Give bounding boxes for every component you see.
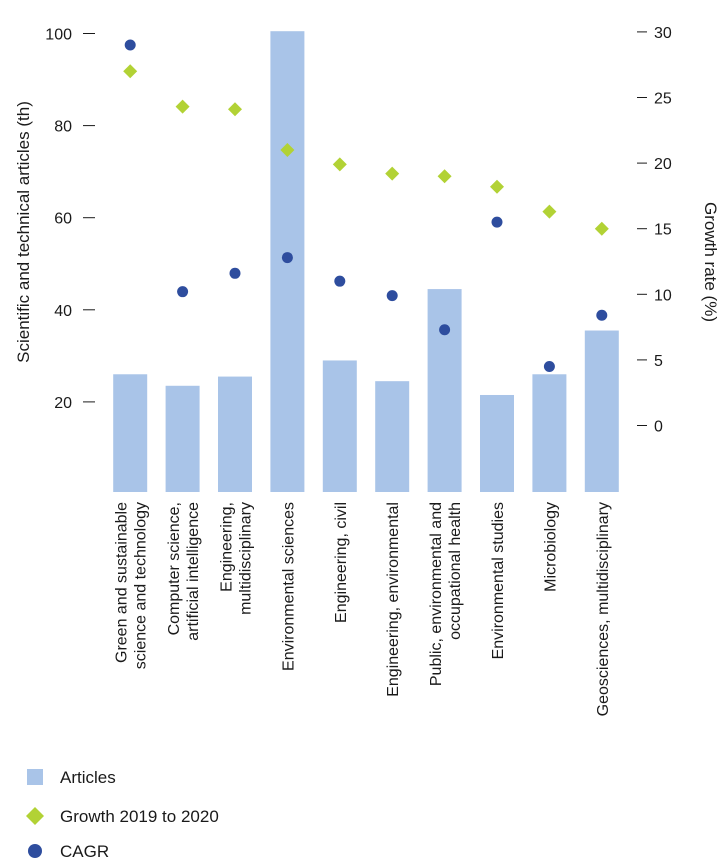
y-tick-label: 40 <box>54 303 72 320</box>
category-label-line: Green and sustainable <box>114 502 131 663</box>
y-tick-label: 20 <box>54 395 72 412</box>
marker-growth <box>490 179 504 194</box>
marker-cagr <box>281 252 293 264</box>
bar-articles <box>218 376 252 492</box>
y-tick-label: 60 <box>54 211 72 228</box>
legend-item: CAGR <box>28 842 109 861</box>
marker-cagr <box>543 360 555 372</box>
legend-item: Articles <box>27 768 116 787</box>
y-tick-label: 80 <box>54 119 72 136</box>
category-label-line: Engineering, civil <box>333 502 350 623</box>
category-label-line: Geosciences, multidisciplinary <box>595 502 612 716</box>
markers <box>123 39 609 372</box>
category-label-line: artificial intelligence <box>185 502 202 641</box>
marker-cagr <box>334 275 346 287</box>
marker-cagr <box>386 290 398 302</box>
legend-label: Growth 2019 to 2020 <box>60 807 219 826</box>
category-label: Engineering, multidisciplinary <box>219 502 255 615</box>
bar-articles <box>532 374 567 492</box>
legend-label: Articles <box>60 768 116 787</box>
marker-cagr <box>596 309 608 321</box>
bar-articles <box>480 394 514 492</box>
bar-articles <box>427 289 462 492</box>
y2-axis-title: Growth rate (%) <box>701 202 720 322</box>
marker-growth <box>228 102 242 117</box>
category-label: Environmental studies <box>490 502 507 659</box>
right-axis: 0 5 10 15 20 25 30 <box>637 25 672 436</box>
y2-tick-label: 15 <box>654 222 672 239</box>
marker-growth <box>437 169 452 184</box>
bars <box>113 31 619 492</box>
category-label-line: Environmental studies <box>490 502 507 659</box>
y2-tick-label: 5 <box>654 353 663 370</box>
bar-articles <box>375 381 410 492</box>
category-label: Microbiology <box>542 502 559 592</box>
legend-label: CAGR <box>60 842 109 861</box>
legend-swatch-circle <box>28 844 42 858</box>
category-label: Computer science, artificial intelligence <box>166 502 202 641</box>
marker-growth <box>175 99 190 114</box>
y-tick-label: 100 <box>45 27 72 44</box>
marker-growth <box>385 166 400 181</box>
marker-growth <box>542 204 557 219</box>
marker-cagr <box>491 216 503 228</box>
category-label-line: Engineering, environmental <box>385 502 402 697</box>
marker-growth <box>594 221 609 236</box>
legend-swatch-bar <box>27 769 43 785</box>
category-label: Environmental sciences <box>280 502 297 671</box>
legend-swatch-diamond <box>26 807 44 825</box>
marker-cagr <box>439 324 451 336</box>
category-label-line: Computer science, <box>166 502 183 635</box>
y-axis-title: Scientific and technical articles (th) <box>14 101 33 363</box>
legend: Articles Growth 2019 to 2020 CAGR <box>26 768 219 861</box>
category-label-line: Public, environmental and <box>428 502 445 686</box>
marker-growth <box>280 142 295 157</box>
y2-tick-label: 0 <box>654 419 663 436</box>
category-label: Geosciences, multidisciplinary <box>595 502 612 716</box>
category-labels: Green and sustainable science and technol… <box>114 502 612 716</box>
legend-item: Growth 2019 to 2020 <box>26 807 219 826</box>
marker-cagr <box>177 286 189 298</box>
category-label-line: science and technology <box>133 502 150 669</box>
y2-tick-label: 25 <box>654 91 672 108</box>
left-axis: 20 40 60 80 100 <box>45 27 95 412</box>
marker-growth <box>332 157 347 172</box>
marker-cagr <box>124 39 136 51</box>
y2-tick-label: 20 <box>654 156 672 173</box>
category-label: Engineering, environmental <box>385 502 402 697</box>
category-label: Public, environmental and occupational he… <box>428 502 464 686</box>
bar-articles <box>165 385 200 492</box>
marker-cagr <box>229 267 241 279</box>
category-label-line: Microbiology <box>542 502 559 592</box>
marker-growth <box>123 64 138 79</box>
y2-tick-label: 30 <box>654 25 672 42</box>
bar-articles <box>584 330 619 492</box>
category-label-line: Engineering, <box>219 502 236 592</box>
category-label-line: Environmental sciences <box>280 502 297 671</box>
category-label-line: multidisciplinary <box>238 502 255 615</box>
y2-tick-label: 10 <box>654 287 672 304</box>
category-label: Green and sustainable science and technol… <box>114 502 150 669</box>
bar-articles <box>322 360 357 492</box>
category-label: Engineering, civil <box>333 502 350 623</box>
bar-articles <box>113 374 148 492</box>
category-label-line: occupational health <box>447 502 464 640</box>
